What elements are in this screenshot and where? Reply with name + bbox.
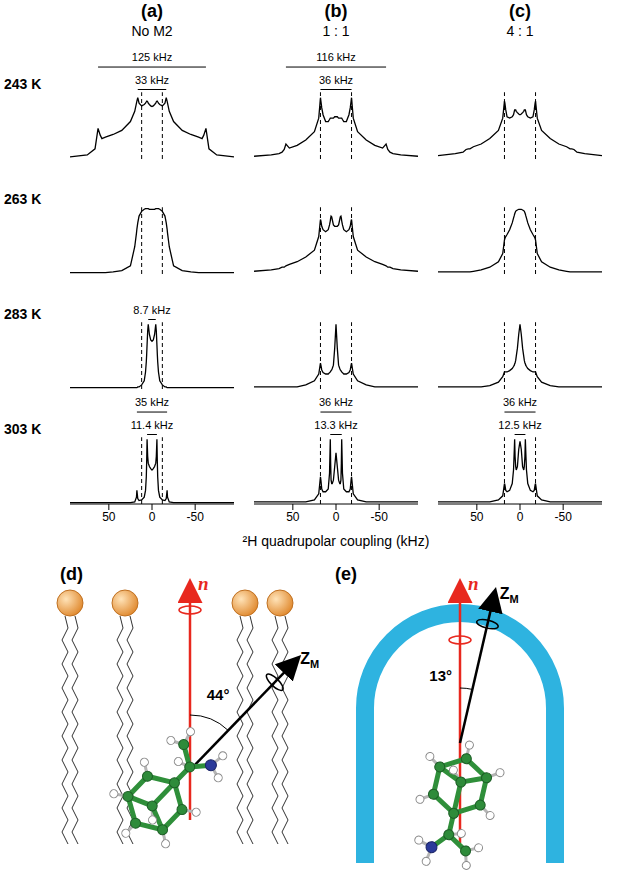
svg-text:ZM: ZM (500, 585, 519, 605)
svg-text:125 kHz: 125 kHz (132, 51, 172, 63)
svg-text:(e): (e) (335, 564, 357, 584)
svg-text:11.4 kHz: 11.4 kHz (131, 419, 174, 431)
html-text:283 K: 283 K (4, 306, 42, 322)
html-text:(b): (b) (324, 1, 348, 21)
svg-text:n: n (468, 573, 479, 594)
svg-text:13°: 13° (429, 667, 452, 684)
svg-text:-50: -50 (186, 510, 204, 524)
svg-text:50: 50 (470, 510, 484, 524)
svg-text:-50: -50 (370, 510, 388, 524)
svg-text:50: 50 (286, 510, 300, 524)
html-text:263 K: 263 K (4, 191, 42, 207)
svg-text:36 kHz: 36 kHz (319, 396, 353, 408)
svg-text:36 kHz: 36 kHz (319, 74, 353, 86)
html-text:(a): (a) (141, 1, 163, 21)
html-text:²H quadrupolar coupling (kHz): ²H quadrupolar coupling (kHz) (242, 533, 430, 549)
svg-text:33 kHz: 33 kHz (135, 74, 169, 86)
svg-text:116 kHz: 116 kHz (316, 51, 356, 63)
svg-text:-50: -50 (554, 510, 572, 524)
svg-text:0: 0 (517, 510, 524, 524)
svg-text:n: n (198, 573, 209, 594)
svg-text:12.5 kHz: 12.5 kHz (498, 419, 541, 431)
svg-text:36 kHz: 36 kHz (503, 396, 537, 408)
html-text:1 : 1: 1 : 1 (322, 23, 350, 39)
svg-text:13.3 kHz: 13.3 kHz (314, 419, 357, 431)
svg-text:(d): (d) (60, 564, 83, 584)
svg-text:0: 0 (149, 510, 156, 524)
svg-text:8.7 kHz: 8.7 kHz (133, 304, 170, 316)
svg-text:44°: 44° (207, 686, 230, 703)
html-text:303 K: 303 K (4, 421, 42, 437)
html-text:4 : 1: 4 : 1 (506, 23, 534, 39)
svg-text:50: 50 (102, 510, 116, 524)
html-text:(c): (c) (509, 1, 531, 21)
svg-text:0: 0 (333, 510, 340, 524)
svg-text:35 kHz: 35 kHz (135, 396, 169, 408)
html-text:No M2: No M2 (131, 23, 173, 39)
html-text:243 K: 243 K (4, 76, 42, 92)
svg-text:ZM: ZM (300, 650, 319, 670)
